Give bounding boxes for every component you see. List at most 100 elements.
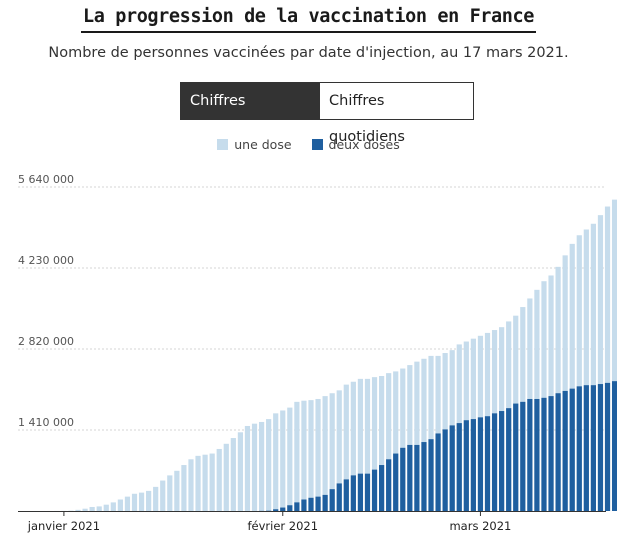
bar-une-dose: [287, 407, 293, 511]
chart-title: La progression de la vaccination en Fran…: [81, 6, 536, 33]
bar-une-dose: [216, 448, 222, 511]
bar-une-dose: [421, 358, 427, 511]
bar-une-dose: [266, 419, 272, 511]
y-tick-label: 4 230 000: [18, 254, 74, 267]
bar-une-dose: [428, 355, 434, 511]
bar-une-dose: [414, 361, 420, 511]
bar-une-dose: [153, 486, 159, 511]
bar-deux-doses: [534, 398, 540, 511]
bar-une-dose: [273, 413, 279, 511]
bar-une-dose: [294, 401, 300, 511]
bar-une-dose: [386, 373, 392, 511]
bar-une-dose: [548, 275, 554, 511]
bar-une-dose: [103, 504, 109, 511]
bar-deux-doses: [400, 447, 406, 511]
bar-une-dose: [322, 396, 328, 511]
bar-deux-doses: [364, 473, 371, 511]
chart-subtitle: Nombre de personnes vaccinées par date d…: [48, 45, 569, 61]
bar-une-dose: [597, 215, 604, 511]
bar-deux-doses: [343, 479, 349, 511]
bar-une-dose: [138, 492, 145, 511]
bar-deux-doses: [442, 429, 448, 511]
bar-une-dose: [75, 509, 81, 511]
bar-une-dose: [146, 490, 152, 511]
bar-deux-doses: [590, 385, 596, 511]
bar-deux-doses: [611, 381, 617, 511]
legend-label-deux-doses: deux doses: [328, 137, 400, 152]
legend-item-deux-doses: deux doses: [311, 137, 400, 152]
daily-toggle-button[interactable]: Chiffres quotidiens: [319, 83, 473, 145]
x-axis: janvier 2021 février 2021 mars 2021: [18, 511, 606, 533]
legend-swatch-une-dose: [217, 139, 229, 150]
bar-une-dose: [393, 371, 399, 511]
bar-deux-doses: [315, 496, 321, 511]
bar-deux-doses: [308, 497, 314, 511]
bar-deux-doses: [520, 401, 526, 511]
bar-une-dose: [435, 355, 441, 511]
bar-une-dose: [202, 454, 208, 511]
bar-deux-doses: [350, 475, 356, 511]
bar-une-dose: [583, 229, 589, 511]
bar-une-dose: [209, 453, 215, 511]
bar-une-dose: [181, 465, 187, 511]
bar-deux-doses: [576, 386, 582, 511]
bar-une-dose: [569, 243, 575, 511]
bar-deux-doses: [527, 398, 533, 511]
bar-une-dose: [407, 365, 413, 511]
bar-deux-doses: [287, 505, 293, 511]
bar-deux-doses: [407, 444, 413, 511]
x-tick-label: mars 2021: [449, 519, 511, 533]
bar-deux-doses: [484, 416, 491, 511]
bar-deux-doses: [477, 417, 484, 511]
bar-deux-doses: [562, 390, 568, 511]
legend-label-une-dose: une dose: [234, 137, 292, 152]
bar-deux-doses: [491, 413, 498, 511]
y-tick-label: 1 410 000: [18, 416, 74, 429]
bar-une-dose: [82, 508, 88, 511]
bar-deux-doses: [548, 396, 554, 511]
bar-deux-doses: [336, 483, 342, 511]
bar-une-dose: [315, 398, 321, 511]
bar-une-dose: [576, 235, 582, 511]
cumulative-toggle-button[interactable]: Chiffres cumulés: [181, 83, 319, 145]
bar-une-dose: [604, 206, 611, 511]
bar-une-dose: [301, 400, 307, 511]
bar-une-dose: [541, 281, 547, 511]
bar-deux-doses: [597, 384, 604, 511]
bar-une-dose: [131, 493, 138, 511]
bar-une-dose: [343, 384, 349, 511]
bar-deux-doses: [435, 433, 441, 511]
bar-une-dose: [174, 470, 180, 511]
bar-une-dose: [237, 432, 243, 511]
bar-deux-doses: [371, 469, 378, 511]
bar-deux-doses: [414, 444, 420, 511]
bar-une-dose: [117, 499, 123, 511]
bar-deux-doses: [280, 507, 286, 511]
bar-deux-doses: [449, 425, 455, 511]
bar-une-dose: [555, 266, 561, 511]
bar-deux-doses: [604, 382, 611, 511]
legend-item-une-dose: une dose: [217, 137, 292, 152]
bar-deux-doses: [428, 439, 434, 511]
bar-une-dose: [258, 421, 265, 511]
bar-une-dose: [167, 475, 173, 511]
bar-deux-doses: [329, 489, 335, 511]
bar-une-dose: [124, 496, 131, 511]
bar-deux-doses: [357, 473, 364, 511]
bar-une-dose: [562, 255, 568, 511]
bar-une-dose: [357, 378, 364, 511]
bar-deux-doses: [379, 465, 385, 511]
bar-une-dose: [400, 368, 406, 511]
bar-une-dose: [590, 223, 596, 511]
bar-deux-doses: [393, 453, 399, 511]
bar-deux-doses: [470, 419, 476, 511]
bar-une-dose: [364, 378, 371, 511]
bar-une-dose: [336, 390, 342, 511]
bar-deux-doses: [322, 494, 328, 511]
bar-une-dose: [280, 410, 286, 511]
bar-deux-doses: [555, 393, 561, 511]
bar-une-dose: [244, 425, 251, 511]
bar-une-dose: [96, 506, 102, 511]
bar-une-dose: [611, 199, 617, 511]
